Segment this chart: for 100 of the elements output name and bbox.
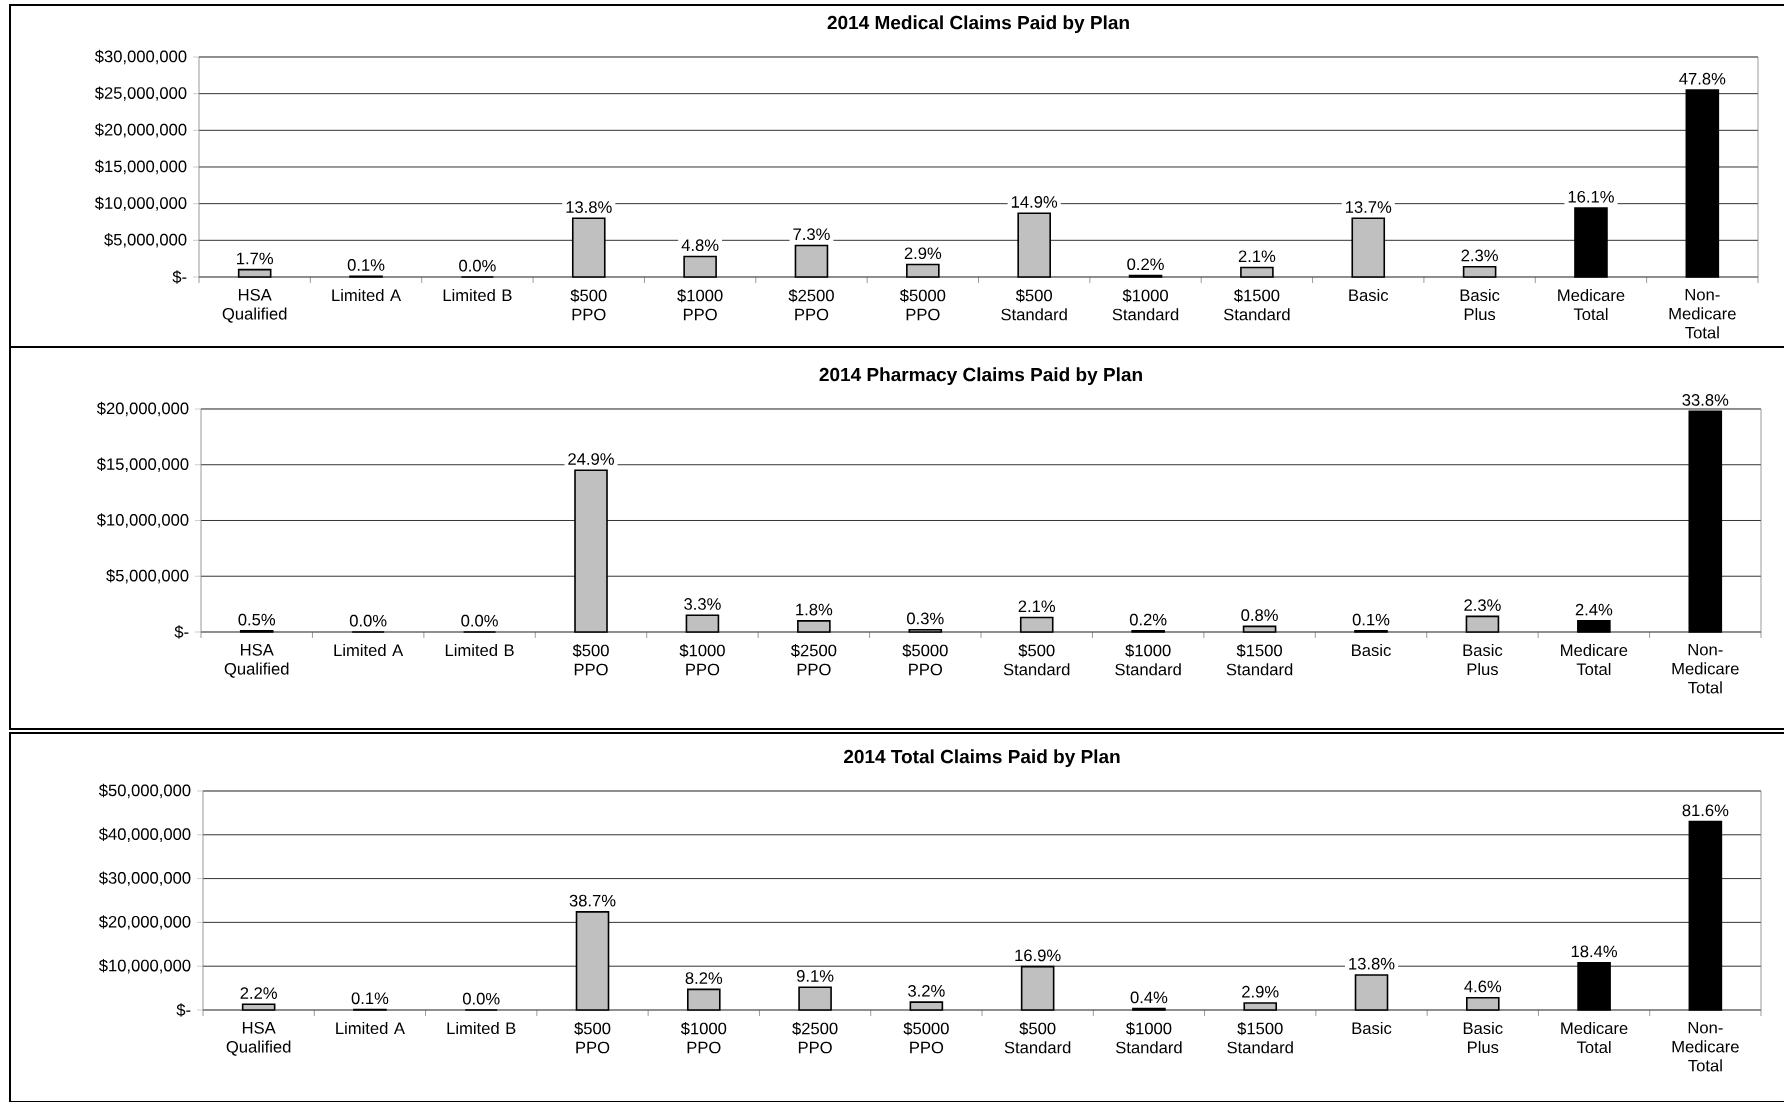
x-tick-label: $2500 PPO — [788, 288, 834, 321]
y-tick-label: $- — [176, 1003, 191, 1017]
annotation: 3.2% — [908, 984, 945, 997]
y-tick-label: $15,000,000 — [94, 159, 187, 175]
annotation: 16.1% — [1568, 190, 1614, 203]
x-tick-label: Limited B — [445, 643, 514, 657]
x-tick-label: Medicare Total — [1558, 288, 1625, 321]
annotation: 0.1% — [1352, 613, 1390, 626]
annotation: 0.1% — [351, 992, 389, 1005]
x-tick-label: Basic Plus — [1463, 1021, 1503, 1054]
annotation: 38.7% — [569, 894, 616, 907]
x-tick-label: $1500 Standard — [1226, 643, 1293, 676]
x-tick-label: $500 PPO — [572, 643, 609, 676]
x-tick-label: $500 Standard — [1004, 1021, 1071, 1054]
annotation: 13.8% — [566, 201, 612, 213]
y-tick-label: $15,000,000 — [96, 457, 189, 472]
x-tick-label: Limited B — [443, 288, 512, 302]
annotation: 0.3% — [907, 612, 944, 625]
annotation: 1.7% — [237, 252, 274, 265]
x-tick-label: $500 Standard — [1003, 643, 1070, 676]
annotation: 2.2% — [240, 987, 277, 999]
y-tick-label: $50,000,000 — [98, 783, 191, 799]
bar — [683, 255, 717, 278]
annotation: 9.1% — [796, 970, 834, 982]
annotation: 0.1% — [347, 259, 385, 271]
y-tick-label: $10,000,000 — [94, 196, 187, 211]
y-tick-label: $5,000,000 — [106, 569, 189, 584]
annotation: 0.0% — [461, 614, 498, 627]
x-tick-label: $500 PPO — [574, 1021, 611, 1054]
annotation: 0.4% — [1130, 991, 1168, 1004]
x-tick-label: Non-Medicare Total — [1672, 643, 1739, 694]
annotation: 1.8% — [796, 603, 833, 616]
x-tick-label: Basic — [1352, 1021, 1392, 1035]
x-tick-label: HSA Qualified — [222, 288, 287, 323]
x-tick-label: HSA Qualified — [224, 643, 289, 678]
annotation: 2.3% — [1461, 249, 1498, 262]
x-tick-label: Medicare Total — [1561, 1021, 1628, 1054]
bar — [794, 244, 829, 278]
x-tick-label: $2500 PPO — [790, 643, 837, 676]
x-tick-label: HSA Qualified — [226, 1021, 291, 1056]
chart-title: 2014 Total Claims Paid by Plan — [843, 749, 1120, 768]
y-tick-label: $- — [172, 270, 187, 284]
y-tick-label: $40,000,000 — [98, 827, 191, 843]
annotation: 2.1% — [1238, 250, 1276, 263]
y-tick-label: $10,000,000 — [98, 958, 191, 974]
annotation: 0.5% — [238, 613, 276, 626]
x-tick-label: $500 Standard — [1001, 288, 1067, 321]
annotation: 18.4% — [1571, 945, 1618, 958]
y-tick-label: $20,000,000 — [94, 123, 187, 138]
annotation: 0.8% — [1241, 609, 1278, 621]
x-tick-label: $1000 PPO — [680, 1021, 727, 1054]
x-tick-label: $500 PPO — [570, 288, 607, 321]
x-tick-label: $1000 Standard — [1115, 643, 1181, 676]
bar — [1354, 974, 1389, 1011]
y-tick-label: $30,000,000 — [94, 49, 187, 65]
y-tick-label: $25,000,000 — [94, 86, 187, 101]
annotation: 47.8% — [1679, 72, 1726, 85]
x-tick-label: Limited A — [332, 288, 402, 302]
x-tick-label: Basic — [1349, 288, 1389, 302]
x-tick-label: $1000 PPO — [677, 288, 723, 321]
annotation: 0.0% — [462, 992, 500, 1005]
x-tick-label: $1500 Standard — [1223, 288, 1290, 321]
x-tick-label: Limited A — [336, 1021, 405, 1035]
annotation: 4.6% — [1464, 980, 1502, 993]
annotation: 7.3% — [793, 228, 830, 241]
x-tick-label: $1000 Standard — [1116, 1021, 1182, 1054]
x-tick-label: $1000 Standard — [1112, 288, 1179, 321]
chart-title: 2014 Medical Claims Paid by Plan — [827, 15, 1129, 34]
y-tick-label: $20,000,000 — [96, 401, 189, 417]
x-tick-label: $5000 PPO — [903, 1021, 949, 1054]
x-tick-label: $5000 PPO — [899, 288, 946, 321]
annotation: 8.2% — [685, 972, 723, 984]
bar — [908, 628, 943, 633]
annotation: 24.9% — [568, 453, 614, 465]
annotation: 4.8% — [681, 239, 719, 252]
annotation: 0.2% — [1129, 613, 1167, 626]
x-tick-label: Non-Medicare Total — [1669, 288, 1736, 339]
x-tick-label: $2500 PPO — [792, 1021, 838, 1054]
x-tick-label: Limited B — [447, 1021, 516, 1035]
annotation: 2.9% — [904, 247, 942, 260]
y-tick-label: $20,000,000 — [98, 915, 191, 930]
y-tick-label: $30,000,000 — [98, 871, 191, 886]
x-tick-label: $1500 Standard — [1227, 1021, 1293, 1054]
annotation: 2.4% — [1575, 603, 1613, 616]
annotation: 0.0% — [459, 259, 496, 272]
bar — [798, 986, 832, 1011]
y-tick-label: $5,000,000 — [104, 233, 187, 248]
y-tick-label: $10,000,000 — [96, 513, 189, 528]
annotation: 13.7% — [1345, 201, 1392, 213]
annotation: 13.8% — [1349, 957, 1395, 970]
x-tick-label: Basic Plus — [1460, 288, 1500, 321]
annotation: 2.1% — [1018, 600, 1056, 613]
x-tick-label: Limited A — [334, 643, 404, 657]
annotation: 14.9% — [1011, 196, 1058, 208]
x-tick-label: $1000 PPO — [679, 643, 725, 676]
annotation: 2.3% — [1464, 599, 1501, 611]
x-tick-label: Non-Medicare Total — [1672, 1021, 1739, 1072]
annotation: 2.9% — [1242, 985, 1279, 998]
annotation: 0.0% — [349, 614, 387, 627]
y-tick-label: $- — [174, 625, 189, 639]
